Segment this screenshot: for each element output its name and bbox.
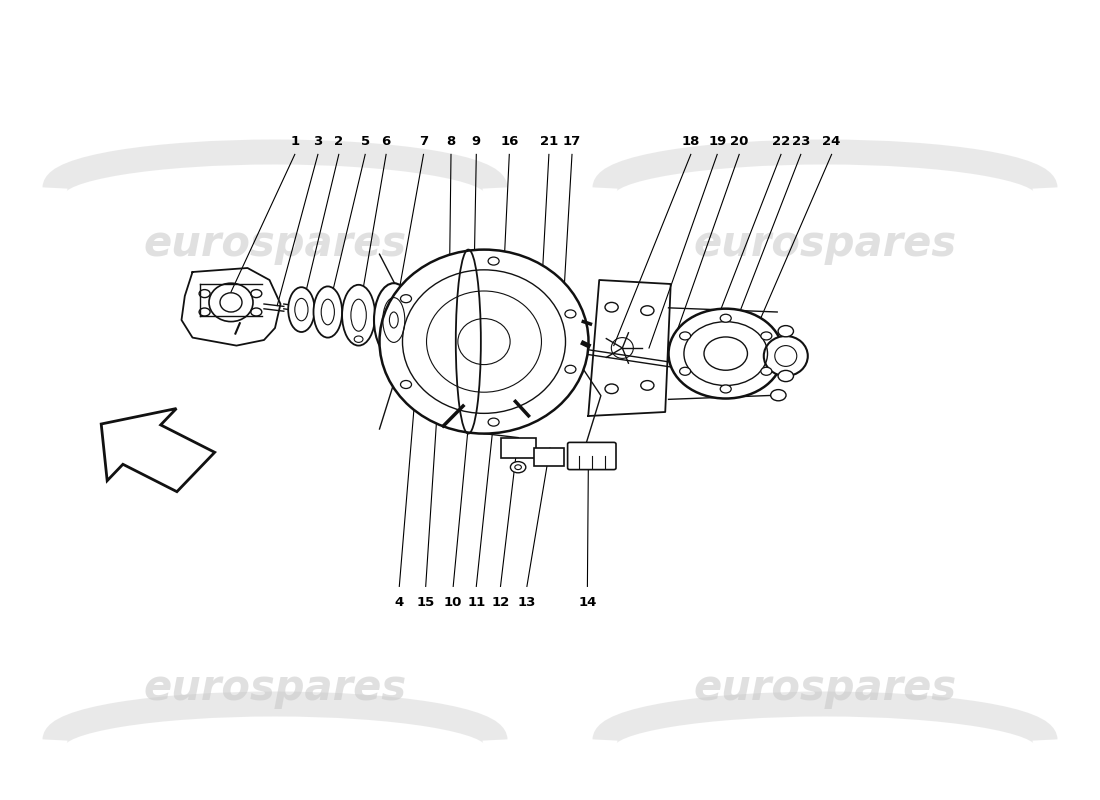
Text: 10: 10	[444, 596, 462, 609]
Circle shape	[778, 326, 793, 337]
Ellipse shape	[379, 250, 588, 434]
Circle shape	[771, 390, 786, 401]
Circle shape	[778, 370, 793, 382]
Text: 3: 3	[314, 135, 322, 148]
Ellipse shape	[763, 336, 807, 376]
Text: 9: 9	[472, 135, 481, 148]
Text: 2: 2	[334, 135, 343, 148]
Text: 18: 18	[682, 135, 700, 148]
Text: 1: 1	[290, 135, 299, 148]
Ellipse shape	[342, 285, 375, 346]
Circle shape	[400, 294, 411, 302]
FancyBboxPatch shape	[568, 442, 616, 470]
Text: 5: 5	[361, 135, 370, 148]
Circle shape	[488, 418, 499, 426]
Circle shape	[761, 367, 772, 375]
Circle shape	[400, 381, 411, 389]
Text: 22: 22	[772, 135, 790, 148]
Bar	[500, 438, 536, 458]
Text: 11: 11	[468, 596, 485, 609]
Text: eurospares: eurospares	[143, 667, 407, 709]
Text: 12: 12	[492, 596, 509, 609]
Text: 4: 4	[395, 596, 404, 609]
Polygon shape	[101, 409, 214, 492]
Circle shape	[510, 462, 526, 473]
Ellipse shape	[669, 309, 783, 398]
Ellipse shape	[314, 286, 342, 338]
Text: 16: 16	[500, 135, 518, 148]
Text: 23: 23	[792, 135, 810, 148]
Text: 15: 15	[417, 596, 434, 609]
Text: 8: 8	[447, 135, 455, 148]
Circle shape	[680, 367, 691, 375]
Circle shape	[680, 332, 691, 340]
Ellipse shape	[374, 283, 414, 357]
Text: 19: 19	[708, 135, 726, 148]
Circle shape	[565, 310, 576, 318]
Text: 17: 17	[563, 135, 581, 148]
Text: 21: 21	[540, 135, 558, 148]
Text: 14: 14	[579, 596, 596, 609]
Circle shape	[761, 332, 772, 340]
Circle shape	[720, 385, 732, 393]
Ellipse shape	[288, 287, 315, 332]
Text: eurospares: eurospares	[143, 223, 407, 265]
Text: 7: 7	[419, 135, 428, 148]
Text: 6: 6	[382, 135, 390, 148]
Circle shape	[720, 314, 732, 322]
Text: 13: 13	[518, 596, 536, 609]
Text: eurospares: eurospares	[693, 223, 957, 265]
Circle shape	[565, 366, 576, 374]
Text: 20: 20	[730, 135, 748, 148]
Bar	[534, 448, 564, 466]
Text: eurospares: eurospares	[693, 667, 957, 709]
Text: 24: 24	[823, 135, 840, 148]
Circle shape	[488, 257, 499, 265]
